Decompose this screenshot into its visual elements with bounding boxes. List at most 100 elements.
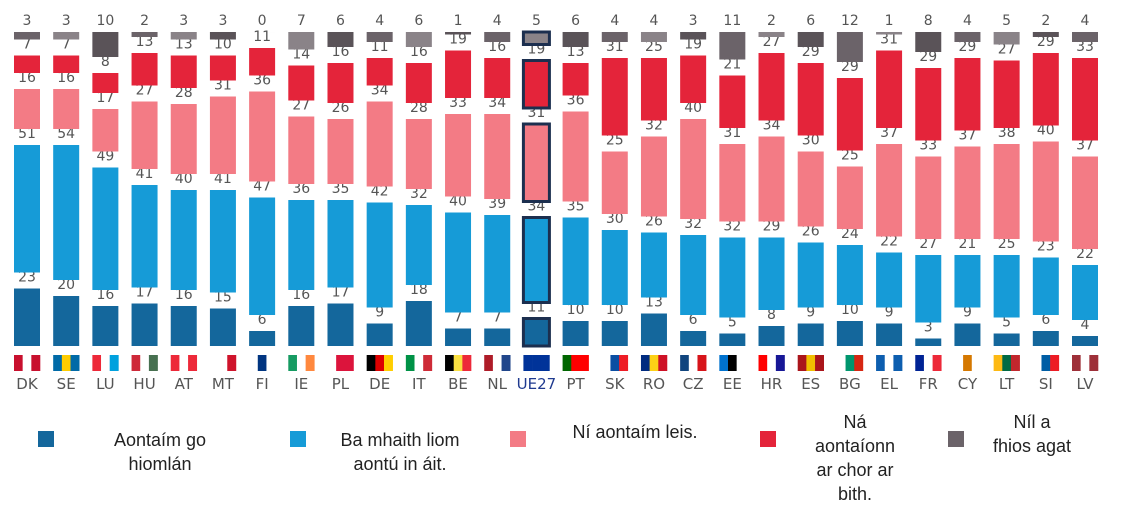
data-label: 29 <box>841 59 859 75</box>
bar-segment <box>1032 53 1059 126</box>
bar-segment <box>954 255 981 308</box>
data-label: 6 <box>571 13 580 29</box>
bar-segment <box>249 48 276 76</box>
bar-segment <box>876 32 903 35</box>
flag <box>1050 355 1060 371</box>
data-label: 3 <box>689 13 698 29</box>
data-label: 42 <box>371 184 389 200</box>
bar-segment <box>640 58 667 121</box>
data-label: 29 <box>959 39 977 55</box>
bar-segment <box>327 119 354 184</box>
bar-segment <box>521 59 551 110</box>
legend-swatch <box>948 431 964 447</box>
bar-segment <box>92 167 119 290</box>
x-tick-label: BE <box>448 375 468 393</box>
flag <box>562 355 572 371</box>
data-label: 4 <box>1081 317 1090 333</box>
flag <box>806 355 816 371</box>
legend-label: Ní aontaím leis. <box>572 422 698 442</box>
data-label: 10 <box>841 302 859 318</box>
bar-segment <box>405 32 432 47</box>
data-label: 33 <box>449 95 467 111</box>
x-tick-label: IE <box>294 375 308 393</box>
data-label: 16 <box>18 70 36 86</box>
bar-segment <box>1072 32 1098 42</box>
data-label: 19 <box>449 32 467 48</box>
flag <box>288 355 298 371</box>
x-tick-label: SK <box>605 375 626 393</box>
flag <box>797 355 807 371</box>
bar-segment <box>92 306 119 346</box>
data-label: 14 <box>292 47 310 63</box>
data-label: 11 <box>371 39 389 55</box>
bar-segment <box>288 200 315 290</box>
bar-segment <box>366 323 393 346</box>
x-tick-label: HU <box>133 375 155 393</box>
bar-segment <box>876 323 903 346</box>
x-tick-label: CY <box>958 375 978 393</box>
data-label: 26 <box>332 100 350 116</box>
legend-swatch <box>290 431 306 447</box>
flag <box>649 355 659 371</box>
data-label: 30 <box>606 211 624 227</box>
flag <box>70 355 80 371</box>
bar-segment <box>288 116 315 184</box>
bar-segment <box>1072 265 1098 320</box>
bar-segment <box>170 104 197 174</box>
flag <box>963 355 973 371</box>
data-label: 36 <box>292 181 310 197</box>
bar-segment <box>562 32 589 47</box>
bar-segment <box>14 145 40 273</box>
flag <box>101 355 111 371</box>
flag <box>540 355 550 371</box>
data-label: 40 <box>684 100 702 116</box>
flag <box>131 355 141 371</box>
x-tick-label: SE <box>57 375 76 393</box>
bar-segment <box>1032 32 1059 37</box>
flag <box>728 355 737 371</box>
bar-segment <box>915 338 942 346</box>
flag <box>719 355 729 371</box>
flag <box>1080 355 1090 371</box>
bar-segment <box>521 122 551 203</box>
bar-segment <box>521 317 551 348</box>
bar-segment <box>405 63 432 103</box>
data-label: 5 <box>1002 13 1011 29</box>
bar-segment <box>14 89 40 129</box>
data-label: 27 <box>998 42 1016 58</box>
data-label: 28 <box>410 100 428 116</box>
data-label: 33 <box>919 138 937 154</box>
flag <box>915 355 925 371</box>
x-tick-label: FR <box>919 375 938 393</box>
bar-segment <box>836 166 863 229</box>
data-label: 13 <box>645 295 663 311</box>
flag <box>523 355 533 371</box>
bar-segment <box>209 55 236 81</box>
flag <box>31 355 41 371</box>
bar-segment <box>836 32 863 62</box>
flag <box>453 355 463 371</box>
data-label: 10 <box>567 302 585 318</box>
bar-segment <box>640 313 667 346</box>
bar-segment <box>327 200 354 288</box>
bar-segment <box>758 53 785 121</box>
flag <box>344 355 354 371</box>
bar-segment <box>719 32 746 60</box>
data-label: 9 <box>885 305 894 321</box>
x-tick-label: PT <box>566 375 585 393</box>
data-label: 13 <box>175 37 193 53</box>
flag <box>688 355 698 371</box>
data-label: 6 <box>689 312 698 328</box>
data-label: 17 <box>136 285 154 301</box>
flag <box>305 355 315 371</box>
data-label: 4 <box>375 13 384 29</box>
flag <box>954 355 964 371</box>
data-label: 21 <box>723 57 741 73</box>
flag <box>462 355 472 371</box>
bar-segment <box>53 89 80 129</box>
legend-label: Aontaím go hiomlán <box>113 430 207 474</box>
flag <box>680 355 690 371</box>
data-label: 23 <box>18 270 36 286</box>
bar-segment <box>53 32 80 40</box>
data-label: 7 <box>297 13 306 29</box>
